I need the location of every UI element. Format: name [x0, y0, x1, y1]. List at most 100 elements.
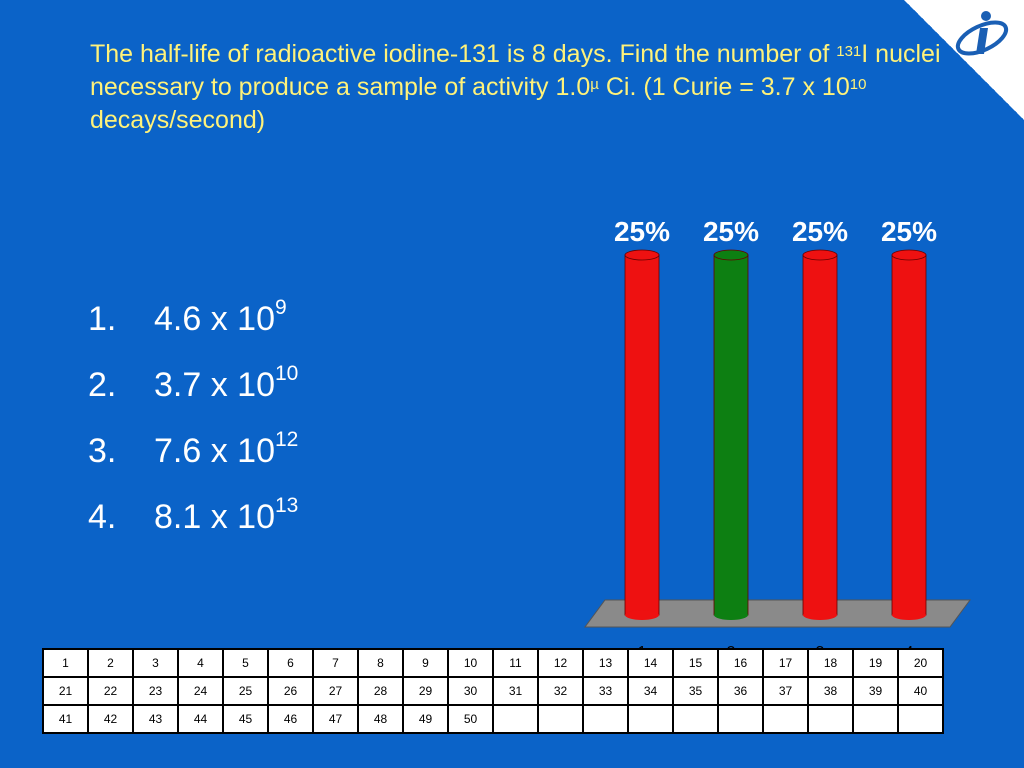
answer-option[interactable]: 2. 3.7 x 10 10	[88, 362, 298, 432]
chart-bar	[624, 254, 660, 616]
grid-cell: 39	[852, 676, 899, 706]
grid-cell: 48	[357, 704, 404, 734]
grid-row: 41 42 43 44 45 46 47 48 49 50	[42, 704, 944, 734]
grid-cell	[492, 704, 539, 734]
answer-option[interactable]: 3. 7.6 x 10 12	[88, 428, 298, 498]
grid-cell: 15	[672, 648, 719, 678]
answer-options: 1. 4.6 x 10 9 2. 3.7 x 10 10 3. 7.6 x 10 12…	[88, 296, 298, 564]
grid-cell: 40	[897, 676, 944, 706]
isotope-mass: 131	[836, 43, 862, 60]
grid-cell: 3	[132, 648, 179, 678]
chart-bar	[891, 254, 927, 616]
option-exponent: 12	[274, 428, 299, 451]
option-number: 2.	[88, 366, 117, 404]
micro-prefix: µ	[590, 76, 599, 93]
grid-cell: 20	[897, 648, 944, 678]
grid-cell	[672, 704, 719, 734]
grid-cell: 31	[492, 676, 539, 706]
grid-cell	[762, 704, 809, 734]
option-exponent: 10	[274, 362, 299, 385]
grid-cell: 21	[42, 676, 89, 706]
grid-cell: 41	[42, 704, 89, 734]
question-part2: I nuclei necessary to produce a sample o…	[90, 40, 941, 101]
grid-cell	[807, 704, 854, 734]
grid-cell: 43	[132, 704, 179, 734]
chart-bar-cap	[713, 249, 749, 261]
grid-cell: 44	[177, 704, 224, 734]
grid-cell: 28	[357, 676, 404, 706]
chart-bar-base	[714, 610, 748, 620]
grid-cell: 34	[627, 676, 674, 706]
option-value: 7.6 x 10	[154, 432, 275, 470]
grid-cell: 35	[672, 676, 719, 706]
grid-cell: 14	[627, 648, 674, 678]
grid-cell: 25	[222, 676, 269, 706]
grid-cell: 16	[717, 648, 764, 678]
option-exponent: 9	[274, 296, 287, 319]
grid-cell	[897, 704, 944, 734]
grid-cell: 17	[762, 648, 809, 678]
grid-row: 21 22 23 24 25 26 27 28 29 30 31 32 33 34 35 36 37 38 39 40	[42, 676, 944, 706]
grid-cell: 33	[582, 676, 629, 706]
chart-bar-base	[892, 610, 926, 620]
grid-cell: 1	[42, 648, 89, 678]
option-number: 1.	[88, 300, 117, 338]
option-exponent: 13	[274, 494, 299, 517]
chart-data-label: 25%	[792, 216, 848, 247]
chart-bar-cap	[624, 249, 660, 261]
option-number: 3.	[88, 432, 117, 470]
response-bar-chart: 25%125%225%325%4	[584, 216, 971, 661]
chart-bar	[802, 254, 838, 616]
grid-cell: 8	[357, 648, 404, 678]
grid-cell: 18	[807, 648, 854, 678]
grid-cell	[582, 704, 629, 734]
question-part3: Ci. (1 Curie = 3.7 x 10	[598, 73, 850, 101]
grid-cell: 4	[177, 648, 224, 678]
grid-cell: 13	[582, 648, 629, 678]
grid-cell: 10	[447, 648, 494, 678]
grid-cell: 6	[267, 648, 314, 678]
grid-cell: 32	[537, 676, 584, 706]
answer-option[interactable]: 4. 8.1 x 10 13	[88, 494, 298, 564]
chart-bar-cap	[802, 249, 838, 261]
chart-bar-base	[803, 610, 837, 620]
grid-cell: 38	[807, 676, 854, 706]
grid-cell: 24	[177, 676, 224, 706]
question-part1: The half-life of radioactive iodine-131 …	[90, 40, 837, 68]
chart-data-label: 25%	[703, 216, 759, 247]
grid-cell: 5	[222, 648, 269, 678]
option-number: 4.	[88, 498, 117, 536]
grid-cell: 29	[402, 676, 449, 706]
grid-cell: 26	[267, 676, 314, 706]
grid-cell: 36	[717, 676, 764, 706]
chart-data-label: 25%	[614, 216, 670, 247]
answer-option[interactable]: 1. 4.6 x 10 9	[88, 296, 298, 366]
grid-cell: 9	[402, 648, 449, 678]
grid-cell	[537, 704, 584, 734]
corner-decoration	[904, 0, 1024, 120]
grid-cell: 23	[132, 676, 179, 706]
grid-cell: 45	[222, 704, 269, 734]
chart-bar-base	[625, 610, 659, 620]
grid-cell: 12	[537, 648, 584, 678]
grid-cell: 37	[762, 676, 809, 706]
chart-data-label: 25%	[881, 216, 937, 247]
option-value: 4.6 x 10	[154, 300, 275, 338]
grid-cell: 50	[447, 704, 494, 734]
option-value: 3.7 x 10	[154, 366, 275, 404]
grid-cell: 7	[312, 648, 359, 678]
grid-row: 1 2 3 4 5 6 7 8 9 10 11 12 13 14 15 16 17 18 19 20	[42, 648, 944, 678]
grid-cell	[852, 704, 899, 734]
clicker-logo-icon	[955, 11, 1009, 56]
chart-floor	[584, 599, 971, 628]
chart-bar	[713, 254, 749, 616]
option-value: 8.1 x 10	[154, 498, 275, 536]
response-grid: 1 2 3 4 5 6 7 8 9 10 11 12 13 14 15 16 17 18 19 20 21 22 23 24 2…	[42, 648, 944, 734]
grid-cell: 19	[852, 648, 899, 678]
grid-cell: 11	[492, 648, 539, 678]
question-part4: decays/second)	[90, 106, 266, 134]
grid-cell: 2	[87, 648, 134, 678]
grid-cell	[627, 704, 674, 734]
grid-cell: 27	[312, 676, 359, 706]
